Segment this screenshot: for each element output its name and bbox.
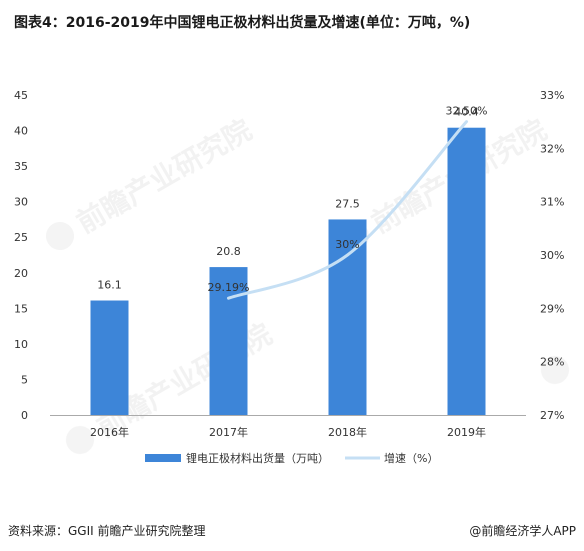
- y-axis-tick-label: 35: [14, 160, 28, 173]
- x-axis-category-label: 2017年: [209, 425, 248, 439]
- y-axis-tick-label: 40: [14, 125, 28, 138]
- legend-bar-swatch: [145, 454, 181, 462]
- svg-text:前瞻产业研究院: 前瞻产业研究院: [71, 113, 257, 240]
- bar-value-label: 16.1: [97, 279, 122, 292]
- y2-axis-tick-label: 27%: [540, 409, 564, 422]
- bar: [209, 267, 248, 415]
- y2-axis-tick-label: 32%: [540, 142, 564, 155]
- growth-rate-label: 29.19%: [208, 281, 250, 294]
- x-axis-category-label: 2016年: [90, 425, 129, 439]
- bar-value-label: 40.4: [454, 106, 479, 119]
- bar: [90, 300, 129, 415]
- growth-rate-line: [227, 120, 468, 300]
- chart: 前瞻产业研究院 前瞻产业研究院 前瞻产业研究院 0510152025303540…: [14, 89, 569, 465]
- y-axis-tick-label: 15: [14, 302, 28, 315]
- legend-line-label: 增速（%）: [384, 451, 438, 465]
- growth-rate-label: 32.50%: [446, 105, 488, 118]
- y2-axis-tick-label: 33%: [540, 89, 564, 102]
- bar: [447, 127, 486, 415]
- y-axis-tick-label: 45: [14, 89, 28, 102]
- bar: [328, 219, 367, 415]
- growth-rate-label: 30%: [335, 238, 359, 251]
- brand-credit: @前瞻经济学人APP: [469, 524, 576, 538]
- chart-title: 图表4：2016-2019年中国锂电正极材料出货量及增速(单位：万吨，%): [14, 15, 471, 31]
- bar-value-label: 20.8: [216, 245, 241, 258]
- y2-axis-tick-label: 29%: [540, 302, 564, 315]
- y-axis-tick-label: 5: [21, 373, 28, 386]
- y-axis-tick-label: 10: [14, 338, 28, 351]
- y2-axis-tick-label: 31%: [540, 196, 564, 209]
- legend-bar-label: 锂电正极材料出货量（万吨）: [186, 451, 329, 465]
- x-axis-category-label: 2019年: [447, 425, 486, 439]
- bar-value-label: 27.5: [335, 197, 360, 210]
- x-axis-category-label: 2018年: [328, 425, 367, 439]
- y2-axis-tick-label: 28%: [540, 356, 564, 369]
- y-axis-tick-label: 0: [21, 409, 28, 422]
- y-axis-tick-label: 30: [14, 196, 28, 209]
- y-axis-tick-label: 20: [14, 267, 28, 280]
- source-note: 资料来源：GGII 前瞻产业研究院整理: [8, 524, 206, 538]
- y-axis-tick-label: 25: [14, 231, 28, 244]
- y2-axis-tick-label: 30%: [540, 249, 564, 262]
